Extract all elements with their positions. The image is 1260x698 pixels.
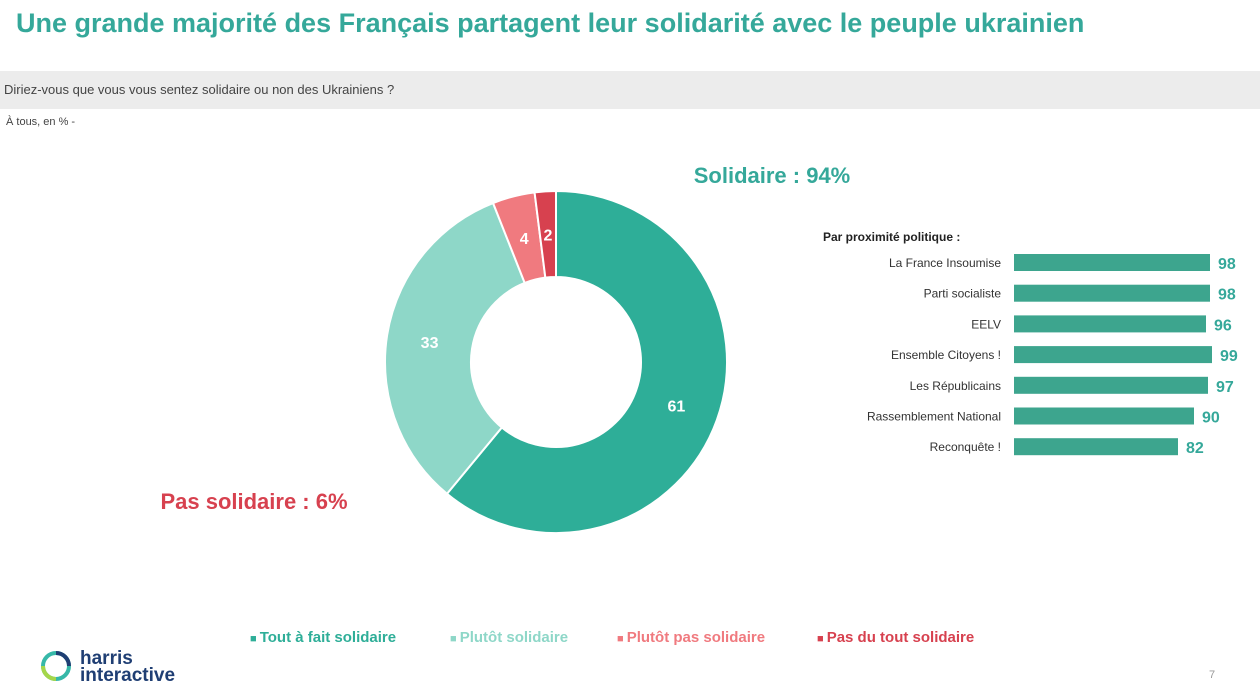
bar-category-label: Reconquête ! — [930, 440, 1001, 454]
bar-value-label: 90 — [1202, 410, 1220, 427]
donut-labels: 61 33 4 2 — [421, 227, 686, 415]
donut-slice-label: 33 — [421, 335, 439, 352]
donut-slice — [533, 189, 557, 279]
legend-label: Plutôt pas solidaire — [626, 629, 766, 646]
bar-category-label: Ensemble Citoyens ! — [891, 348, 1001, 362]
donut-slice — [445, 189, 728, 534]
page-number: 7 — [1209, 669, 1216, 681]
legend-swatch-icon: ■ — [250, 633, 260, 645]
bar-chart: La France Insoumise 98 Parti socialiste 98 E… — [867, 254, 1238, 457]
bar — [1014, 376, 1208, 394]
logo: harris interactive — [40, 648, 190, 686]
bar — [1014, 407, 1194, 425]
bar-value-label: 97 — [1216, 379, 1234, 396]
base-note: À tous, en % - — [6, 116, 76, 128]
donut-slice-label: 4 — [520, 231, 529, 248]
donut-slice-label: 2 — [544, 227, 553, 244]
question-band — [0, 71, 1260, 109]
bar — [1014, 346, 1212, 364]
legend-label: Pas du tout solidaire — [826, 629, 975, 646]
logo-line2: interactive — [80, 665, 176, 686]
bar-category-label: Les Républicains — [910, 379, 1001, 393]
bar-value-label: 82 — [1186, 440, 1204, 457]
bar — [1014, 315, 1206, 333]
bar-value-label: 96 — [1214, 317, 1232, 334]
logo-line1: harris — [80, 648, 133, 669]
donut-slice-label: 61 — [668, 398, 686, 415]
bar — [1014, 254, 1210, 271]
legend: ■ Tout à fait solidaire ■ Plutôt solidair… — [0, 629, 1260, 651]
question-text: Diriez-vous que vous vous sentez solidai… — [4, 82, 395, 97]
page-title: Une grande majorité des Français partage… — [16, 8, 1085, 38]
legend-swatch-icon: ■ — [617, 633, 627, 645]
bar-value-label: 99 — [1220, 348, 1238, 365]
legend-item: ■ Tout à fait solidaire — [250, 629, 396, 646]
pas-solidaire-total: Pas solidaire : 6% — [160, 489, 347, 514]
bar-category-label: Rassemblement National — [867, 410, 1001, 424]
bar-section-title: Par proximité politique : — [823, 230, 960, 244]
bar — [1014, 284, 1210, 302]
bar-value-label: 98 — [1218, 256, 1236, 273]
legend-item: ■ Pas du tout solidaire — [817, 629, 974, 646]
legend-swatch-icon: ■ — [450, 633, 460, 645]
legend-label: Tout à fait solidaire — [259, 629, 397, 646]
legend-swatch-icon: ■ — [817, 633, 827, 645]
logo-text: harris interactive — [80, 648, 176, 686]
donut-slice — [383, 201, 527, 496]
bar-category-label: Parti socialiste — [924, 287, 1002, 301]
harris-logo-icon — [41, 651, 71, 681]
solidaire-total: Solidaire : 94% — [694, 163, 851, 188]
bar — [1014, 438, 1178, 456]
bar-value-label: 98 — [1218, 287, 1236, 304]
bar-category-label: EELV — [971, 317, 1001, 331]
donut-chart — [383, 189, 728, 534]
legend-label: Plutôt solidaire — [459, 629, 569, 646]
bar-category-label: La France Insoumise — [889, 256, 1001, 270]
legend-item: ■ Plutôt pas solidaire — [617, 629, 765, 646]
legend-item: ■ Plutôt solidaire — [450, 629, 568, 646]
